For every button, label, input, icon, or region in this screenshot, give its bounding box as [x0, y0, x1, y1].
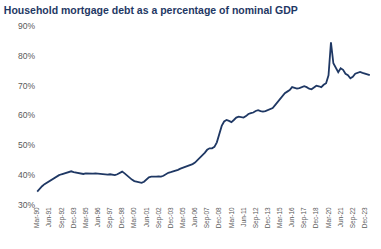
svg-text:Dec-08: Dec-08 — [215, 207, 222, 228]
svg-text:Dec-18: Dec-18 — [312, 207, 319, 228]
svg-text:70%: 70% — [18, 81, 35, 91]
svg-text:60%: 60% — [18, 110, 35, 120]
svg-text:Mar-90: Mar-90 — [33, 207, 40, 228]
svg-text:Mar-95: Mar-95 — [82, 207, 89, 228]
svg-text:Mar-00: Mar-00 — [130, 207, 137, 228]
svg-text:Sep-22: Sep-22 — [349, 207, 357, 228]
svg-text:Sep-92: Sep-92 — [58, 207, 66, 228]
svg-text:Dec-23: Dec-23 — [361, 207, 368, 228]
svg-text:Jun-11: Jun-11 — [240, 207, 247, 227]
svg-text:30%: 30% — [18, 200, 35, 210]
svg-text:Mar-20: Mar-20 — [325, 207, 332, 228]
svg-text:Sep-17: Sep-17 — [300, 207, 308, 228]
svg-text:90%: 90% — [18, 21, 35, 31]
svg-text:Sep-97: Sep-97 — [106, 207, 114, 228]
svg-text:Mar-15: Mar-15 — [276, 207, 283, 228]
svg-text:Dec-98: Dec-98 — [118, 207, 125, 228]
svg-text:40%: 40% — [18, 170, 35, 180]
svg-text:Dec-93: Dec-93 — [70, 207, 77, 228]
svg-text:Jun-06: Jun-06 — [191, 207, 198, 227]
svg-text:Dec-03: Dec-03 — [167, 207, 174, 228]
svg-text:Jun-91: Jun-91 — [45, 207, 52, 227]
svg-text:80%: 80% — [18, 51, 35, 61]
svg-text:Mar-10: Mar-10 — [228, 207, 235, 228]
svg-text:Sep-02: Sep-02 — [155, 207, 163, 228]
svg-text:Sep-07: Sep-07 — [203, 207, 211, 228]
svg-text:Household mortgage debt as a p: Household mortgage debt as a percentage … — [4, 4, 298, 16]
svg-text:Jun-01: Jun-01 — [143, 207, 150, 227]
svg-text:50%: 50% — [18, 140, 35, 150]
svg-text:Sep-12: Sep-12 — [252, 207, 260, 228]
svg-text:Dec-13: Dec-13 — [264, 207, 271, 228]
svg-text:Jun-21: Jun-21 — [337, 207, 344, 227]
svg-text:Jun-16: Jun-16 — [288, 207, 295, 227]
svg-text:Mar-05: Mar-05 — [179, 207, 186, 228]
svg-text:Jun-96: Jun-96 — [94, 207, 101, 227]
